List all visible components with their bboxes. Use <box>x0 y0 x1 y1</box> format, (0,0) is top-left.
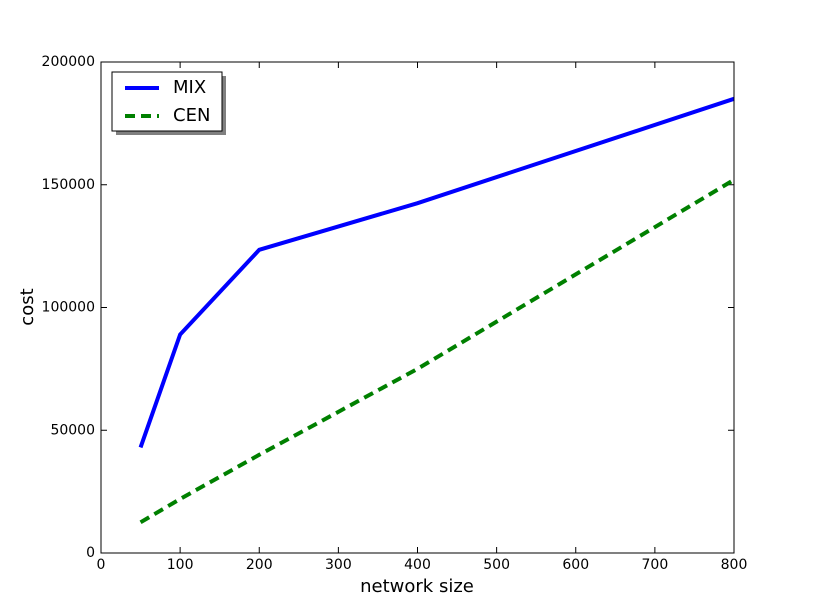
y-tick-label: 200000 <box>42 54 95 70</box>
x-tick-label: 400 <box>404 557 431 573</box>
x-tick-label: 0 <box>97 557 106 573</box>
x-axis-label: network size <box>360 576 474 597</box>
legend-text: CEN <box>173 105 210 126</box>
legend-text: MIX <box>173 77 206 98</box>
y-tick-label: 100000 <box>42 300 95 316</box>
x-tick-label: 300 <box>325 557 352 573</box>
x-tick-label: 600 <box>562 557 589 573</box>
legend-box <box>111 71 223 132</box>
x-tick-label: 100 <box>167 557 194 573</box>
y-axis-label: cost <box>17 288 38 325</box>
x-tick-label: 200 <box>246 557 273 573</box>
legend: MIX CEN <box>111 71 226 135</box>
y-tick-label: 0 <box>86 545 95 561</box>
y-tick-label: 50000 <box>50 422 95 438</box>
series-line <box>138 96 735 449</box>
x-tick-label: 700 <box>642 557 669 573</box>
x-tick-label: 800 <box>721 557 748 573</box>
y-tick-label: 150000 <box>42 177 95 193</box>
plot-frame <box>100 61 735 554</box>
x-tick-label: 500 <box>483 557 510 573</box>
series-line <box>139 178 736 525</box>
